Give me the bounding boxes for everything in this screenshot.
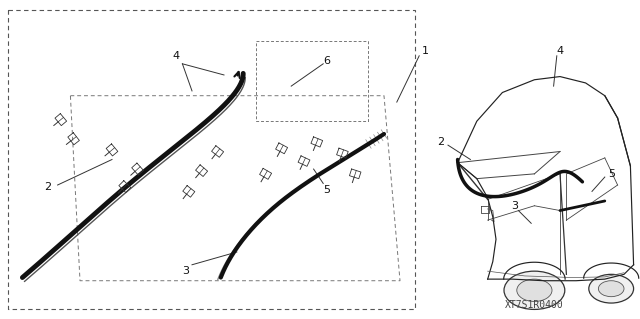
Text: 1: 1 bbox=[422, 46, 429, 56]
Ellipse shape bbox=[517, 279, 552, 301]
Text: XT7S1R0400: XT7S1R0400 bbox=[505, 300, 564, 310]
Ellipse shape bbox=[598, 281, 624, 297]
Text: 5: 5 bbox=[608, 169, 614, 179]
Text: 4: 4 bbox=[556, 46, 564, 56]
Text: 4: 4 bbox=[172, 51, 180, 61]
Ellipse shape bbox=[589, 274, 634, 303]
Text: 6: 6 bbox=[323, 56, 330, 66]
Bar bbox=[8, 10, 415, 309]
Ellipse shape bbox=[504, 271, 564, 309]
Text: 2: 2 bbox=[436, 137, 444, 147]
Text: 3: 3 bbox=[182, 266, 189, 276]
Text: 3: 3 bbox=[511, 201, 518, 211]
Text: 2: 2 bbox=[44, 182, 52, 192]
Text: 5: 5 bbox=[323, 185, 330, 195]
